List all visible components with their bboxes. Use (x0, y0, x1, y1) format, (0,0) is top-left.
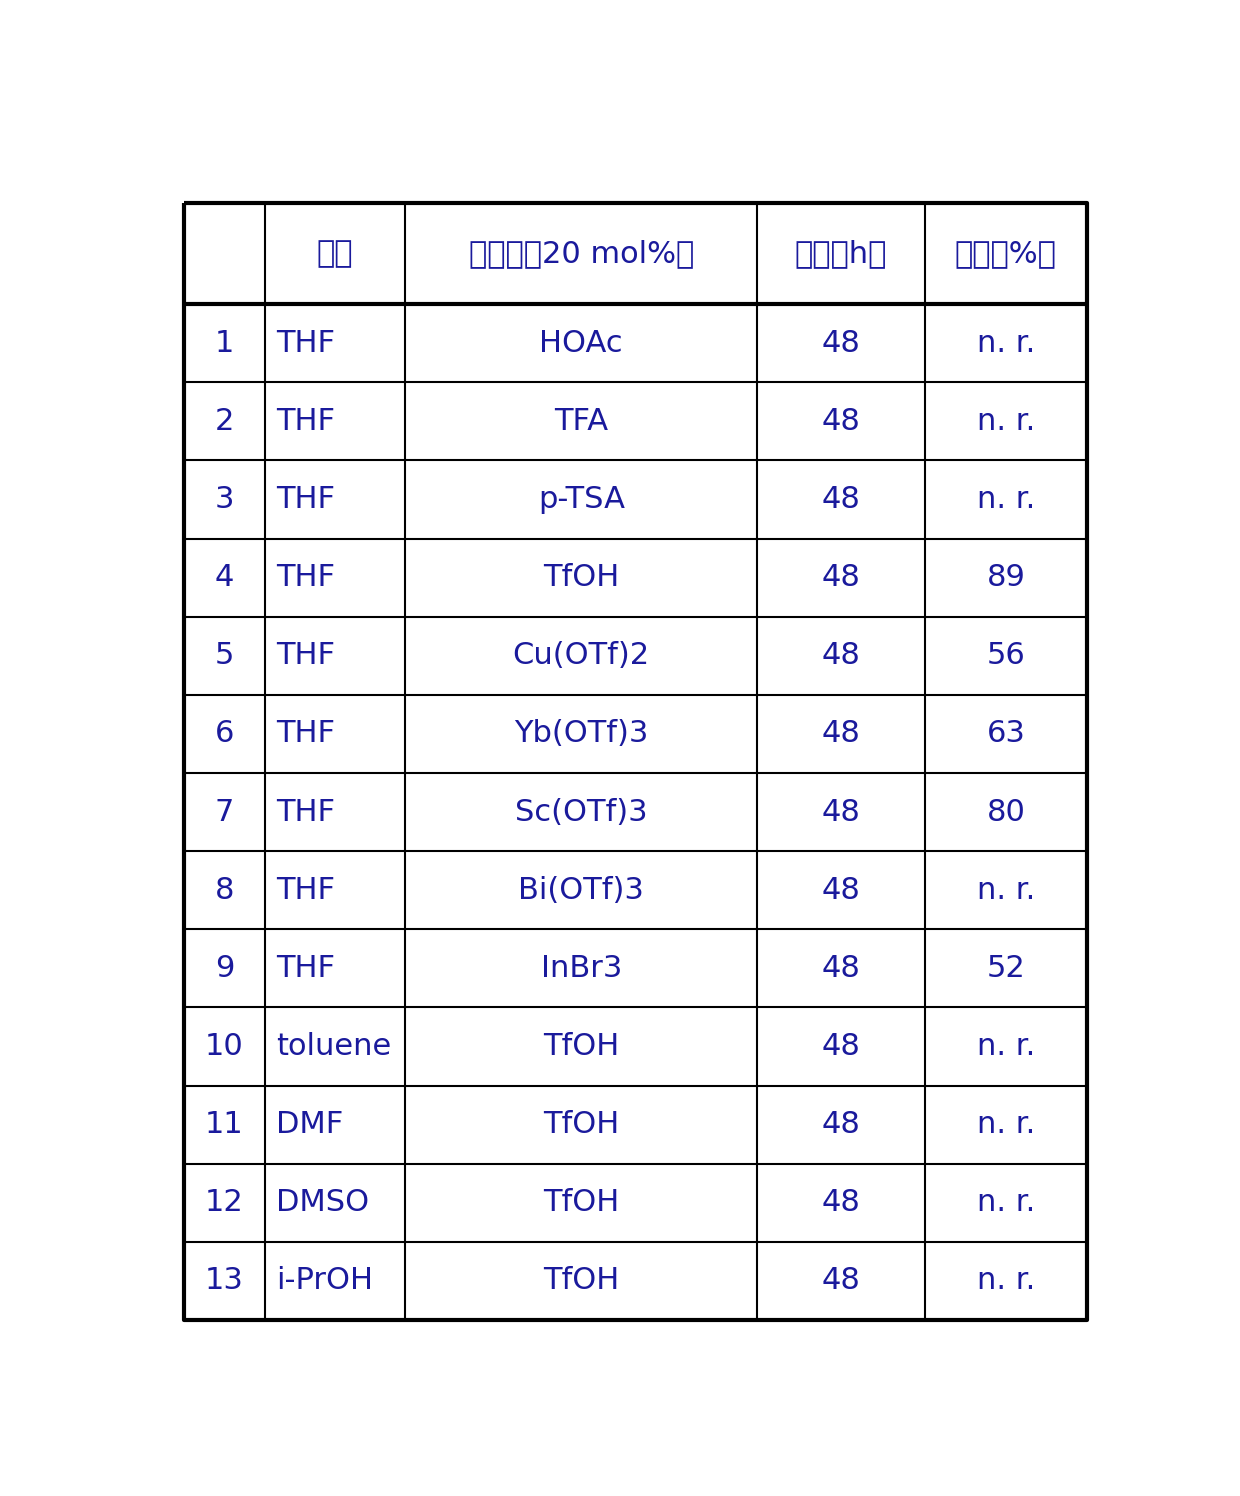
Text: 48: 48 (822, 562, 861, 592)
Text: 3: 3 (215, 485, 234, 515)
Text: n. r.: n. r. (977, 407, 1035, 435)
Text: TfOH: TfOH (543, 1266, 620, 1296)
Text: TfOH: TfOH (543, 1032, 620, 1061)
Text: n. r.: n. r. (977, 1110, 1035, 1138)
Text: 48: 48 (822, 329, 861, 358)
Text: 89: 89 (987, 562, 1025, 592)
Text: DMF: DMF (277, 1110, 343, 1138)
Text: n. r.: n. r. (977, 1032, 1035, 1061)
Text: n. r.: n. r. (977, 1266, 1035, 1296)
Text: 48: 48 (822, 1188, 861, 1218)
Text: 产率（%）: 产率（%） (955, 239, 1056, 268)
Text: 溶剂: 溶剂 (317, 239, 353, 268)
Text: 催化剂（20 mol%）: 催化剂（20 mol%） (469, 239, 694, 268)
Text: 48: 48 (822, 485, 861, 515)
Text: 48: 48 (822, 642, 861, 670)
Text: n. r.: n. r. (977, 1188, 1035, 1218)
Text: n. r.: n. r. (977, 875, 1035, 905)
Text: 63: 63 (987, 720, 1025, 748)
Text: InBr3: InBr3 (541, 954, 622, 983)
Text: THF: THF (277, 407, 335, 435)
Text: 11: 11 (205, 1110, 244, 1138)
Text: 48: 48 (822, 1110, 861, 1138)
Text: i-PrOH: i-PrOH (277, 1266, 373, 1296)
Text: 13: 13 (205, 1266, 244, 1296)
Text: p-TSA: p-TSA (538, 485, 625, 515)
Text: 48: 48 (822, 797, 861, 826)
Text: 48: 48 (822, 720, 861, 748)
Text: THF: THF (277, 875, 335, 905)
Text: Sc(OTf)3: Sc(OTf)3 (515, 797, 647, 826)
Text: n. r.: n. r. (977, 485, 1035, 515)
Text: 9: 9 (215, 954, 234, 983)
Text: TfOH: TfOH (543, 1188, 620, 1218)
Text: toluene: toluene (277, 1032, 392, 1061)
Text: 6: 6 (215, 720, 234, 748)
Text: 52: 52 (987, 954, 1025, 983)
Text: TFA: TFA (554, 407, 609, 435)
Text: THF: THF (277, 642, 335, 670)
Text: 8: 8 (215, 875, 234, 905)
Text: 48: 48 (822, 407, 861, 435)
Text: n. r.: n. r. (977, 329, 1035, 358)
Text: 12: 12 (205, 1188, 244, 1218)
Text: THF: THF (277, 720, 335, 748)
Text: 48: 48 (822, 1032, 861, 1061)
Text: Bi(OTf)3: Bi(OTf)3 (518, 875, 645, 905)
Text: 80: 80 (987, 797, 1025, 826)
Text: THF: THF (277, 485, 335, 515)
Text: THF: THF (277, 954, 335, 983)
Text: TfOH: TfOH (543, 1110, 620, 1138)
Text: 7: 7 (215, 797, 234, 826)
Text: 48: 48 (822, 954, 861, 983)
Text: Cu(OTf)2: Cu(OTf)2 (512, 642, 650, 670)
Text: HOAc: HOAc (539, 329, 624, 358)
Text: 1: 1 (215, 329, 234, 358)
Text: 时间（h）: 时间（h） (795, 239, 887, 268)
Text: 48: 48 (822, 875, 861, 905)
Text: DMSO: DMSO (277, 1188, 370, 1218)
Text: 4: 4 (215, 562, 234, 592)
Text: THF: THF (277, 329, 335, 358)
Text: 2: 2 (215, 407, 234, 435)
Text: Yb(OTf)3: Yb(OTf)3 (515, 720, 649, 748)
Text: 5: 5 (215, 642, 234, 670)
Text: 56: 56 (987, 642, 1025, 670)
Text: THF: THF (277, 562, 335, 592)
Text: TfOH: TfOH (543, 562, 620, 592)
Text: THF: THF (277, 797, 335, 826)
Text: 48: 48 (822, 1266, 861, 1296)
Text: 10: 10 (205, 1032, 244, 1061)
